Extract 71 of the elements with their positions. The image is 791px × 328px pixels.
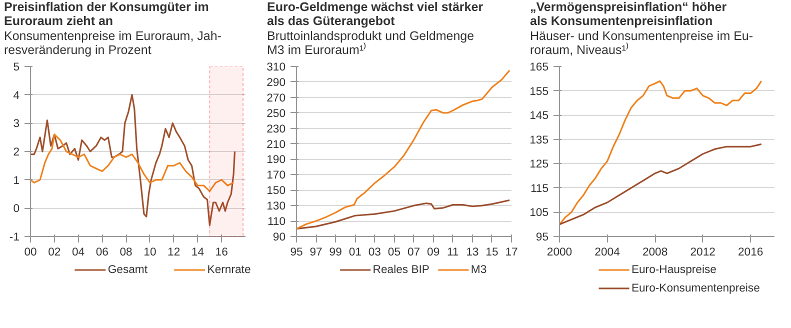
y-tick-label: 250 — [266, 107, 286, 120]
y-tick-label: 155 — [530, 85, 549, 98]
y-tick-label: 145 — [530, 110, 549, 122]
y-tick-label: 130 — [266, 200, 286, 212]
chart-subtitle: Konsumentenpreise im Euroraum, Jah- resveränderung in Prozent — [4, 28, 222, 58]
y-tick-label: 1 — [13, 174, 20, 186]
y-tick-label: -1 — [9, 231, 20, 243]
x-tick-label: 06 — [96, 246, 108, 258]
y-tick-label: 165 — [530, 61, 549, 73]
line-series — [30, 133, 234, 192]
x-tick-label: 07 — [407, 246, 420, 258]
y-tick-label: 135 — [530, 134, 549, 146]
legend-label: M3 — [470, 264, 487, 276]
y-tick-label: 115 — [530, 182, 549, 194]
x-tick-label: 08 — [120, 246, 132, 258]
line-series — [296, 198, 510, 230]
x-tick-label: 99 — [329, 246, 342, 258]
x-tick-label: 04 — [72, 246, 85, 258]
x-tick-label: 14 — [191, 246, 204, 258]
y-tick-label: 110 — [267, 216, 286, 228]
x-tick-label: 17 — [505, 246, 518, 258]
y-tick-label: 210 — [266, 138, 286, 150]
y-tick-label: 0 — [13, 202, 20, 215]
x-tick-label: 12 — [168, 246, 180, 258]
y-tick-label: 2 — [13, 146, 20, 158]
x-tick-label: 2000 — [546, 246, 572, 258]
y-tick-label: 270 — [266, 92, 286, 104]
x-tick-label: 01 — [348, 246, 362, 258]
x-tick-label: 11 — [446, 246, 459, 258]
chart-subtitle: Häuser- und Konsumentenpreise im Eu- roraum, Niveaus¹⁾ — [530, 28, 754, 58]
x-tick-label: 2016 — [738, 246, 764, 258]
x-tick-label: 95 — [290, 246, 303, 258]
chart-title: Euro-Geldmenge wächst viel stärker als das Güterangebot — [267, 0, 484, 29]
x-tick-label: 13 — [466, 246, 479, 258]
legend-label: Reales BIP — [372, 264, 430, 276]
x-tick-label: 97 — [310, 246, 322, 258]
y-tick-label: 4 — [13, 89, 20, 102]
x-tick-label: 05 — [388, 246, 401, 258]
y-tick-label: 90 — [272, 231, 286, 243]
x-tick-label: 02 — [48, 246, 61, 258]
legend-label: Kernrate — [207, 264, 251, 276]
y-tick-label: 5 — [13, 61, 20, 73]
line-series — [30, 94, 236, 226]
y-tick-label: 95 — [536, 231, 549, 243]
x-tick-label: 2008 — [642, 246, 668, 258]
y-tick-label: 150 — [266, 184, 286, 197]
legend-label: Euro-Konsumentenpreise — [631, 282, 760, 294]
x-tick-label: 2004 — [594, 246, 620, 258]
x-tick-label: 09 — [427, 246, 440, 258]
legend-label: Gesamt — [108, 264, 148, 276]
x-tick-label: 03 — [368, 246, 381, 258]
y-tick-label: 3 — [13, 118, 20, 130]
y-tick-label: 310 — [266, 61, 286, 73]
chart-title: Preisinflation der Konsumgüter im Euroraum zieht an — [4, 0, 209, 29]
y-tick-label: 170 — [266, 169, 286, 182]
y-tick-label: 230 — [266, 122, 286, 135]
y-tick-label: 190 — [266, 154, 286, 166]
x-tick-label: 15 — [486, 246, 498, 258]
y-tick-label: 290 — [266, 76, 286, 88]
x-tick-label: 10 — [144, 246, 156, 258]
line-series — [560, 142, 762, 225]
chart-title: „Vermögenspreisinflation“ höher als Konsumentenpreisinflation — [530, 0, 727, 29]
y-tick-label: 105 — [530, 206, 549, 219]
x-tick-label: 00 — [24, 246, 37, 258]
line-series — [296, 69, 510, 230]
x-tick-label: 2012 — [690, 246, 716, 258]
x-tick-label: 16 — [215, 246, 228, 258]
line-series — [560, 80, 762, 225]
chart-subtitle: Bruttoinlandsprodukt und Geldmenge M3 im Euroraum¹⁾ — [267, 28, 474, 58]
y-tick-label: 125 — [530, 158, 549, 170]
legend-label: Euro-Hauspreise — [631, 264, 716, 276]
